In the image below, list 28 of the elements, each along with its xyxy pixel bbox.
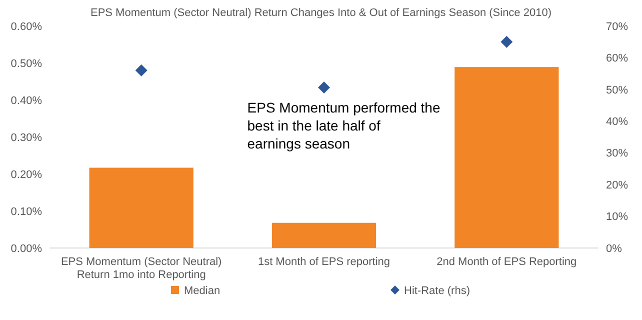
y-tick-label: 0.10% <box>10 206 42 218</box>
y-tick-label: 0.40% <box>10 94 42 107</box>
y-tick-label: 0.50% <box>10 58 42 70</box>
y2-tick-label: 70% <box>606 20 628 33</box>
y2-tick-label: 30% <box>606 148 628 160</box>
y2-tick-label: 10% <box>606 211 628 224</box>
y2-tick-label: 40% <box>606 116 628 128</box>
bar <box>454 67 559 248</box>
y2-tick-label: 20% <box>606 179 628 192</box>
y-tick-label: 0.60% <box>10 20 42 33</box>
bar <box>272 222 376 248</box>
y2-tick-label: 60% <box>606 52 628 65</box>
y-tick-label: 0.00% <box>10 242 42 255</box>
y-tick-label: 0.20% <box>10 168 42 181</box>
y2-tick-label: 50% <box>606 84 628 96</box>
x-tick-label: 1st Month of EPS reporting <box>258 256 390 268</box>
point <box>500 36 513 48</box>
x-tick-label: 2nd Month of EPS Reporting <box>436 256 577 268</box>
point <box>135 64 148 76</box>
bar <box>89 168 194 248</box>
legend-label: Hit-Rate (rhs) <box>404 284 470 297</box>
chart-title: EPS Momentum (Sector Neutral) Return Changes Into & Out of Earnings Season (Since 2010) <box>90 7 552 19</box>
y-tick-label: 0.30% <box>10 132 42 144</box>
x-tick-label: EPS Momentum (Sector Neutral) Return 1mo into Reporting <box>60 256 222 281</box>
legend-label: Median <box>184 284 220 297</box>
y2-tick-label: 0% <box>606 242 622 255</box>
point <box>318 82 330 94</box>
annotation: EPS Momentum performed the best in the late half of earnings season <box>247 100 440 152</box>
